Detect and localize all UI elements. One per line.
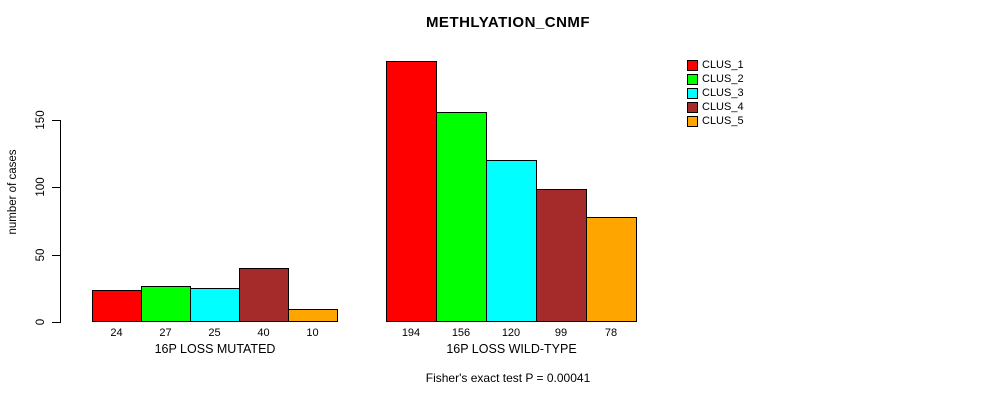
y-tick-label: 0 bbox=[35, 318, 47, 326]
y-axis-line bbox=[60, 120, 61, 323]
y-tick-label: 50 bbox=[35, 248, 47, 262]
bar-clus_1-group1 bbox=[92, 289, 142, 322]
legend-item-clus_2: CLUS_2 bbox=[687, 74, 744, 85]
bar-clus_3-group2 bbox=[486, 160, 537, 322]
legend: CLUS_1 CLUS_2 CLUS_3 CLUS_4 CLUS_5 bbox=[687, 60, 744, 127]
legend-label: CLUS_5 bbox=[702, 115, 744, 127]
y-tick-mark bbox=[52, 120, 60, 121]
bar-value-label: 120 bbox=[501, 327, 521, 339]
legend-label: CLUS_2 bbox=[702, 73, 744, 85]
annotation-text: Fisher's exact test P = 0.00041 bbox=[425, 371, 591, 385]
bar-value-label: 194 bbox=[401, 327, 421, 339]
bar-value-label: 99 bbox=[554, 327, 568, 339]
y-tick-label: 100 bbox=[35, 177, 47, 197]
bar-value-label: 27 bbox=[159, 327, 172, 339]
bar-clus_5-group1 bbox=[288, 308, 338, 322]
x-group-label-wild-type: 16P LOSS WILD-TYPE bbox=[446, 342, 577, 356]
bar-value-label: 10 bbox=[306, 327, 319, 339]
bar-value-label: 25 bbox=[208, 327, 221, 339]
legend-label: CLUS_1 bbox=[702, 59, 744, 71]
legend-item-clus_4: CLUS_4 bbox=[687, 102, 744, 113]
legend-swatch-icon bbox=[687, 60, 698, 71]
bar-value-label: 40 bbox=[257, 327, 270, 339]
bar-clus_3-group1 bbox=[190, 288, 240, 322]
y-tick-label: 150 bbox=[35, 110, 47, 130]
bar-value-label: 24 bbox=[110, 327, 123, 339]
legend-swatch-icon bbox=[687, 88, 698, 99]
bar-clus_1-group2 bbox=[386, 60, 437, 322]
bar-value-label: 78 bbox=[604, 327, 618, 339]
legend-swatch-icon bbox=[687, 116, 698, 127]
legend-item-clus_3: CLUS_3 bbox=[687, 88, 744, 99]
bar-clus_5-group2 bbox=[586, 217, 637, 322]
legend-item-clus_1: CLUS_1 bbox=[687, 60, 744, 71]
bar-clus_4-group2 bbox=[536, 188, 587, 322]
x-group-label-mutated: 16P LOSS MUTATED bbox=[154, 342, 276, 356]
bar-clus_4-group1 bbox=[239, 268, 289, 322]
legend-swatch-icon bbox=[687, 102, 698, 113]
y-tick-mark bbox=[52, 322, 60, 323]
legend-label: CLUS_3 bbox=[702, 87, 744, 99]
chart-title: METHLYATION_CNMF bbox=[425, 14, 591, 31]
y-tick-mark bbox=[52, 254, 60, 256]
legend-swatch-icon bbox=[687, 74, 698, 85]
bar-clus_2-group2 bbox=[436, 111, 487, 322]
y-tick-mark bbox=[52, 187, 60, 189]
bar-clus_2-group1 bbox=[141, 285, 191, 322]
bar-value-label: 156 bbox=[451, 327, 471, 339]
legend-item-clus_5: CLUS_5 bbox=[687, 116, 744, 127]
legend-label: CLUS_4 bbox=[702, 101, 744, 113]
y-axis-label: number of cases bbox=[7, 149, 19, 235]
